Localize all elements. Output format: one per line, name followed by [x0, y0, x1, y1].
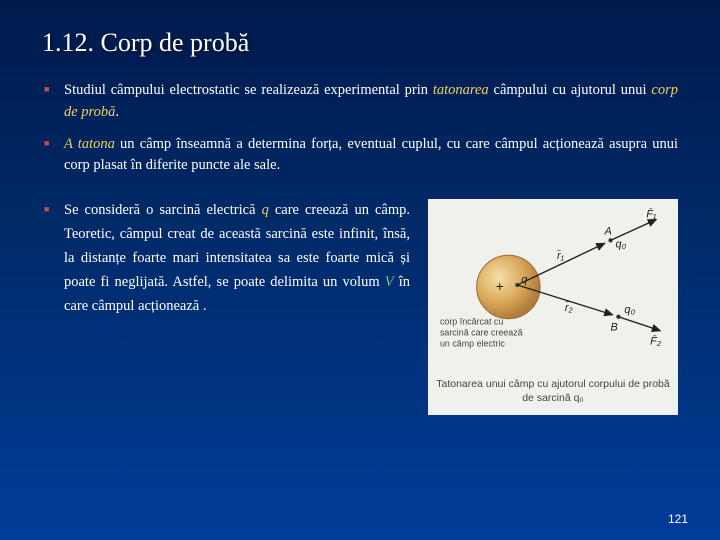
diagram-svg: + q r̄₁ A q₀ F̄₁ r̄₂ B q₀ F̄₂	[434, 207, 672, 367]
bullet-2: A tatona un câmp înseamnă a determina fo…	[42, 134, 678, 178]
label-q0-bot: q₀	[624, 304, 635, 316]
fig-inner-caption: corp încărcat cu sarcină care creează un…	[440, 317, 525, 349]
label-B: B	[611, 322, 618, 334]
top-bullets: Studiul câmpului electrostatic se realiz…	[42, 80, 678, 177]
slide-title: 1.12. Corp de probă	[42, 28, 678, 58]
page-number: 121	[668, 512, 688, 526]
bullet-3: Se consideră o sarcină electrică q care …	[42, 199, 410, 319]
label-r2: r̄₂	[565, 301, 574, 314]
label-A: A	[604, 225, 612, 237]
lower-bullets: Se consideră o sarcină electrică q care …	[42, 199, 410, 319]
label-F2: F̄₂	[650, 335, 662, 348]
bullet-1: Studiul câmpului electrostatic se realiz…	[42, 80, 678, 124]
figure: + q r̄₁ A q₀ F̄₁ r̄₂ B q₀ F̄₂	[428, 199, 678, 415]
label-q0-top: q₀	[615, 238, 626, 250]
svg-text:+: +	[495, 278, 503, 294]
label-r1: r̄₁	[557, 249, 565, 262]
figure-caption: Tatonarea unui câmp cu ajutorul corpului…	[434, 378, 672, 405]
label-F1: F̄₁	[646, 208, 657, 221]
